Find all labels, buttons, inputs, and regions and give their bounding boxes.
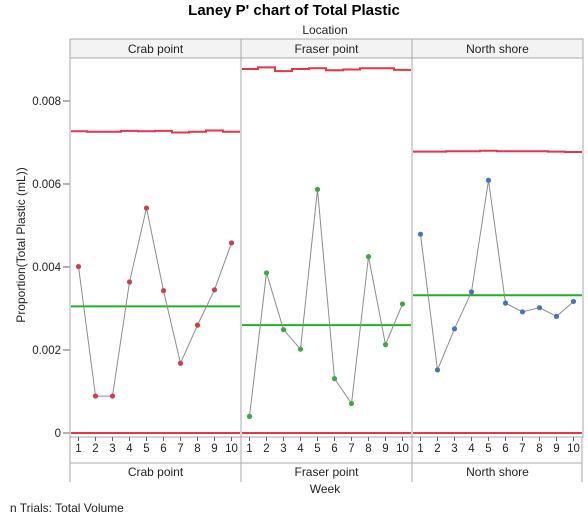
series-line	[249, 189, 403, 417]
x-tick-label: 8	[536, 443, 542, 455]
data-point	[246, 413, 253, 419]
panel-strip-label: Fraser point	[294, 42, 359, 56]
x-tick-label: 7	[519, 443, 525, 455]
data-point	[485, 177, 492, 183]
x-tick-label: 6	[502, 443, 508, 455]
x-tick-label: 3	[280, 443, 286, 455]
x-tick-label: 6	[160, 443, 166, 455]
data-point	[160, 288, 167, 294]
panel-strip-label: North shore	[466, 42, 529, 56]
y-tick-label: 0.006	[32, 179, 61, 191]
data-point	[553, 313, 560, 319]
x-tick-label: 1	[417, 443, 423, 455]
x-tick-label: 4	[468, 443, 475, 455]
panel-strip-label: Crab point	[128, 42, 184, 56]
panel-crab-point: Crab point 1 2 3 4 5 6 7 8 9 10 Crab point	[69, 38, 242, 479]
x-tick-label: 3	[451, 443, 457, 455]
x-tick-label: 7	[177, 443, 183, 455]
x-tick-label: 2	[263, 443, 269, 455]
panel-bottom-label: Fraser point	[294, 465, 359, 479]
data-point	[468, 289, 475, 295]
y-axis-label: Proportion(Total Plastic (mL))	[14, 167, 28, 322]
data-point	[365, 254, 372, 260]
x-tick-label: 9	[382, 443, 388, 455]
x-tick-label: 6	[331, 443, 337, 455]
data-point	[434, 367, 441, 373]
data-point	[331, 376, 338, 382]
group-axis-label: Location	[302, 23, 347, 37]
data-point	[194, 322, 201, 328]
data-point	[570, 298, 577, 305]
data-point	[109, 393, 116, 399]
x-tick-label: 10	[567, 443, 580, 455]
panel-frame	[69, 57, 242, 438]
x-tick-label: 2	[92, 443, 98, 455]
data-point	[143, 205, 150, 211]
panel-bottom-label: North shore	[466, 465, 529, 479]
x-tick-label: 9	[553, 443, 559, 455]
x-tick-label: 10	[225, 443, 238, 455]
data-point	[314, 186, 321, 192]
footnote: n Trials: Total Volume	[10, 501, 124, 515]
panel-fraser-point: Fraser point 1 2 3 4 5 6 7 8 9 10 Fraser point	[240, 38, 413, 479]
x-tick-label: 2	[434, 443, 440, 455]
x-tick-label: 8	[365, 443, 371, 455]
panel-north-shore: North shore 1 2 3 4 5 6 7 8 9 10 North shore	[411, 38, 584, 479]
x-axis-label: Week	[310, 482, 341, 496]
data-point	[382, 342, 389, 348]
x-tick-label: 4	[126, 443, 133, 455]
panel-bottom-label: Crab point	[128, 465, 184, 479]
x-tick-label: 5	[314, 443, 320, 455]
ucl-line	[242, 66, 411, 73]
ucl-line	[71, 129, 240, 134]
data-point	[417, 231, 424, 237]
data-point	[228, 240, 235, 246]
x-tick-label: 3	[109, 443, 115, 455]
data-point	[451, 326, 458, 332]
y-tick-label: 0.008	[32, 96, 61, 108]
x-tick-label: 9	[211, 443, 217, 455]
x-tick-label: 7	[348, 443, 354, 455]
data-point	[502, 300, 509, 306]
data-point	[126, 279, 133, 285]
x-tick-label: 1	[75, 443, 81, 455]
ucl-line	[413, 149, 582, 154]
y-tick-label: 0.002	[32, 345, 61, 357]
y-tick-label: 0.004	[32, 262, 61, 274]
data-point	[211, 287, 218, 293]
data-point	[177, 360, 184, 366]
x-tick-label: 1	[246, 443, 252, 455]
data-point	[536, 305, 543, 311]
data-point	[519, 309, 526, 315]
x-tick-label: 8	[194, 443, 200, 455]
y-tick-label: 0	[55, 428, 61, 440]
series-line	[420, 180, 574, 372]
x-tick-label: 5	[485, 443, 491, 455]
panel-frame	[240, 57, 413, 438]
x-tick-label: 5	[143, 443, 149, 455]
data-point	[348, 400, 355, 407]
chart-title: Laney P' chart of Total Plastic	[188, 2, 400, 19]
data-point	[297, 346, 304, 352]
data-point	[399, 301, 406, 307]
data-point	[92, 393, 99, 399]
data-point	[75, 263, 82, 270]
data-point	[280, 327, 287, 333]
data-point	[263, 270, 270, 276]
series-line	[78, 207, 232, 397]
x-tick-label: 4	[297, 443, 304, 455]
x-tick-label: 10	[396, 443, 409, 455]
